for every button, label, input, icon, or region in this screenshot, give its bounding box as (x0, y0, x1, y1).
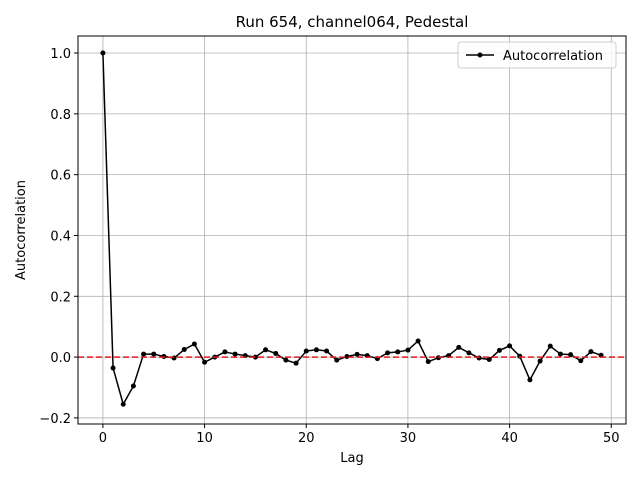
data-point (425, 359, 431, 365)
data-point (141, 351, 147, 357)
data-point (507, 343, 513, 349)
chart-title: Run 654, channel064, Pedestal (236, 13, 469, 31)
data-point (476, 355, 482, 361)
y-tick-label: −0.2 (39, 412, 71, 427)
data-point (202, 359, 208, 365)
y-tick-label: 0.0 (50, 351, 71, 366)
data-point (395, 349, 401, 355)
x-tick-label: 40 (501, 431, 518, 446)
data-point (273, 350, 279, 356)
data-point (385, 350, 391, 356)
data-point (557, 351, 563, 357)
y-tick-label: 0.8 (50, 108, 71, 123)
x-tick-label: 10 (196, 431, 213, 446)
data-point (588, 349, 594, 355)
data-point (415, 338, 421, 344)
data-point (324, 348, 330, 354)
data-point (547, 343, 553, 349)
data-point (313, 347, 319, 353)
data-point (232, 351, 238, 357)
data-point (100, 50, 106, 56)
x-axis-label: Lag (340, 451, 363, 466)
data-point (496, 347, 502, 353)
data-point (517, 353, 523, 359)
x-tick-label: 30 (400, 431, 417, 446)
data-point (191, 341, 197, 347)
data-point (537, 358, 543, 364)
y-axis-label: Autocorrelation (14, 180, 29, 280)
data-point (527, 377, 533, 383)
data-point (181, 347, 187, 353)
y-tick-label: 1.0 (50, 47, 71, 62)
data-point (110, 365, 116, 371)
legend-label: Autocorrelation (503, 49, 603, 64)
data-point (578, 358, 584, 364)
data-point (222, 349, 228, 355)
data-point (171, 355, 177, 361)
data-point (130, 383, 136, 389)
data-point (334, 357, 340, 363)
data-point (303, 348, 309, 354)
legend-marker (477, 52, 483, 58)
data-point (405, 347, 411, 353)
x-tick-label: 0 (99, 431, 107, 446)
data-point (354, 351, 360, 357)
legend: Autocorrelation (457, 41, 617, 69)
x-tick-label: 20 (298, 431, 315, 446)
data-point (456, 344, 462, 350)
data-point (120, 401, 126, 407)
x-tick-label: 50 (603, 431, 620, 446)
data-point (252, 354, 258, 360)
data-point (293, 360, 299, 366)
data-point (263, 347, 269, 353)
data-point (466, 350, 472, 356)
y-tick-label: 0.4 (50, 229, 71, 244)
data-point (151, 351, 157, 357)
plot-frame (77, 35, 627, 425)
y-tick-label: 0.6 (50, 169, 71, 184)
data-point (486, 357, 492, 363)
legend-box (457, 41, 617, 69)
data-point (568, 352, 574, 358)
data-point (283, 357, 289, 363)
y-tick-label: 0.2 (50, 290, 71, 305)
